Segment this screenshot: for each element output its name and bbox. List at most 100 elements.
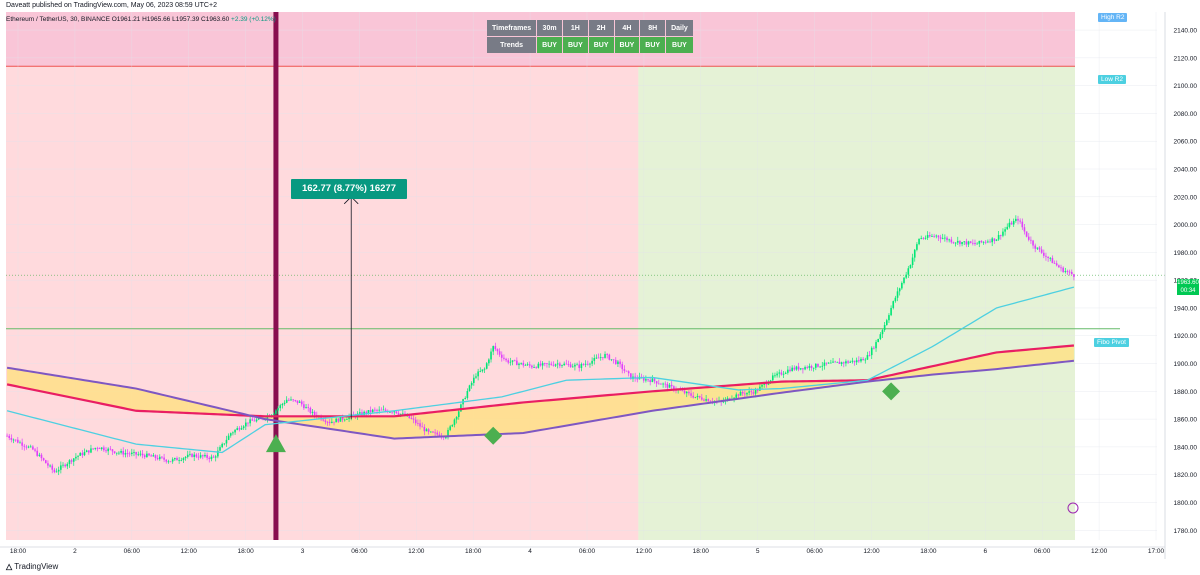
candle-body <box>182 458 185 460</box>
candle-body <box>229 433 232 436</box>
trend-cell: BUY <box>537 37 562 53</box>
buy-diamond-icon <box>882 382 901 401</box>
candle-body <box>1032 240 1034 246</box>
candle-body <box>576 364 578 366</box>
candle-body <box>563 363 565 366</box>
candle-body <box>505 358 507 361</box>
candle-body <box>236 428 239 430</box>
candle-body <box>53 469 56 473</box>
candle-body <box>774 375 776 377</box>
candle-body <box>896 291 899 298</box>
candle-body <box>879 334 882 339</box>
candle-body <box>279 405 282 409</box>
candle-body <box>821 365 824 367</box>
candle-body <box>662 383 664 385</box>
candle-body <box>139 453 142 455</box>
candle-body <box>868 355 871 356</box>
candle-body <box>434 432 436 434</box>
candle-body <box>554 364 557 366</box>
x-tick-label: 18:00 <box>465 548 482 555</box>
candle-body <box>432 431 434 433</box>
candle-body <box>72 458 75 462</box>
candle-body <box>479 371 482 372</box>
candle-body <box>466 390 469 398</box>
candle-body <box>619 361 621 365</box>
candle-body <box>34 449 36 451</box>
candle-body <box>920 238 923 239</box>
candle-body <box>516 360 518 366</box>
fibo-pivot-label: Fibo Pivot <box>1094 338 1129 347</box>
candle-body <box>36 450 39 456</box>
candle-body <box>894 297 897 302</box>
candle-body <box>1073 274 1075 277</box>
price-chart[interactable]: 1780.00 1800.00 1820.00 1840.00 1860.00 1880.… <box>0 12 1200 559</box>
candle-body <box>417 423 419 424</box>
candle-body <box>875 342 877 349</box>
candle-body <box>621 364 624 370</box>
candle-body <box>128 453 131 455</box>
candle-body <box>242 426 245 429</box>
candle-body <box>1010 222 1013 225</box>
timeframe-cell: 30m <box>537 20 562 36</box>
candle-body <box>447 429 449 438</box>
y-tick-label: 2060.00 <box>1174 139 1198 146</box>
candle-body <box>608 354 611 360</box>
candle-body <box>961 242 963 245</box>
candle-body <box>905 274 907 278</box>
trends-header: Trends <box>487 37 537 53</box>
candle-body <box>853 360 856 363</box>
candle-body <box>150 455 153 457</box>
candle-body <box>1019 220 1021 222</box>
candle-body <box>143 455 146 458</box>
candle-body <box>57 469 60 472</box>
candle-body <box>847 361 849 363</box>
candle-body <box>1058 265 1060 268</box>
candle-body <box>247 422 249 424</box>
candle-body <box>1051 257 1054 264</box>
candle-body <box>556 363 559 365</box>
candle-body <box>464 397 467 400</box>
candle-body <box>890 307 892 316</box>
candle-body <box>931 235 933 237</box>
candle-body <box>692 395 695 398</box>
x-tick-label: 5 <box>756 548 760 555</box>
trends-row: Trends BUY BUY BUY BUY BUY BUY <box>487 37 693 53</box>
candle-body <box>535 367 538 368</box>
candle-body <box>391 411 393 413</box>
candle-body <box>367 410 370 414</box>
candle-body <box>903 277 905 283</box>
candle-body <box>92 448 94 450</box>
x-tick-label: 3 <box>301 548 305 555</box>
candle-body <box>761 384 763 387</box>
candle-body <box>578 364 581 368</box>
candle-body <box>666 383 669 388</box>
candle-body <box>436 432 439 435</box>
candle-body <box>933 235 935 237</box>
candle-body <box>559 363 561 366</box>
candle-body <box>804 367 806 370</box>
candle-body <box>100 447 103 449</box>
candle-body <box>636 378 639 380</box>
candle-body <box>520 362 522 364</box>
candle-body <box>939 237 942 239</box>
candle-body <box>331 421 333 423</box>
x-tick-label: 4 <box>528 548 532 555</box>
x-tick-label: 06:00 <box>579 548 596 555</box>
candle-body <box>232 432 234 434</box>
symbol-name: Ethereum / TetherUS, 30, BINANCE <box>6 16 110 23</box>
candle-body <box>1008 222 1011 227</box>
candle-body <box>152 455 155 457</box>
candle-body <box>309 407 312 413</box>
candle-body <box>851 360 854 362</box>
candle-body <box>339 417 342 422</box>
candle-body <box>651 378 654 382</box>
candle-body <box>754 390 757 394</box>
y-tick-label: 1860.00 <box>1174 417 1198 424</box>
candle-body <box>382 409 385 411</box>
measure-label[interactable]: 162.77 (8.77%) 16277 <box>291 179 407 199</box>
candle-body <box>201 455 204 457</box>
timeframes-row: Timeframes 30m 1H 2H 4H 8H Daily <box>487 20 693 36</box>
candle-body <box>1064 271 1067 273</box>
candle-body <box>468 385 471 391</box>
candle-body <box>457 411 460 418</box>
